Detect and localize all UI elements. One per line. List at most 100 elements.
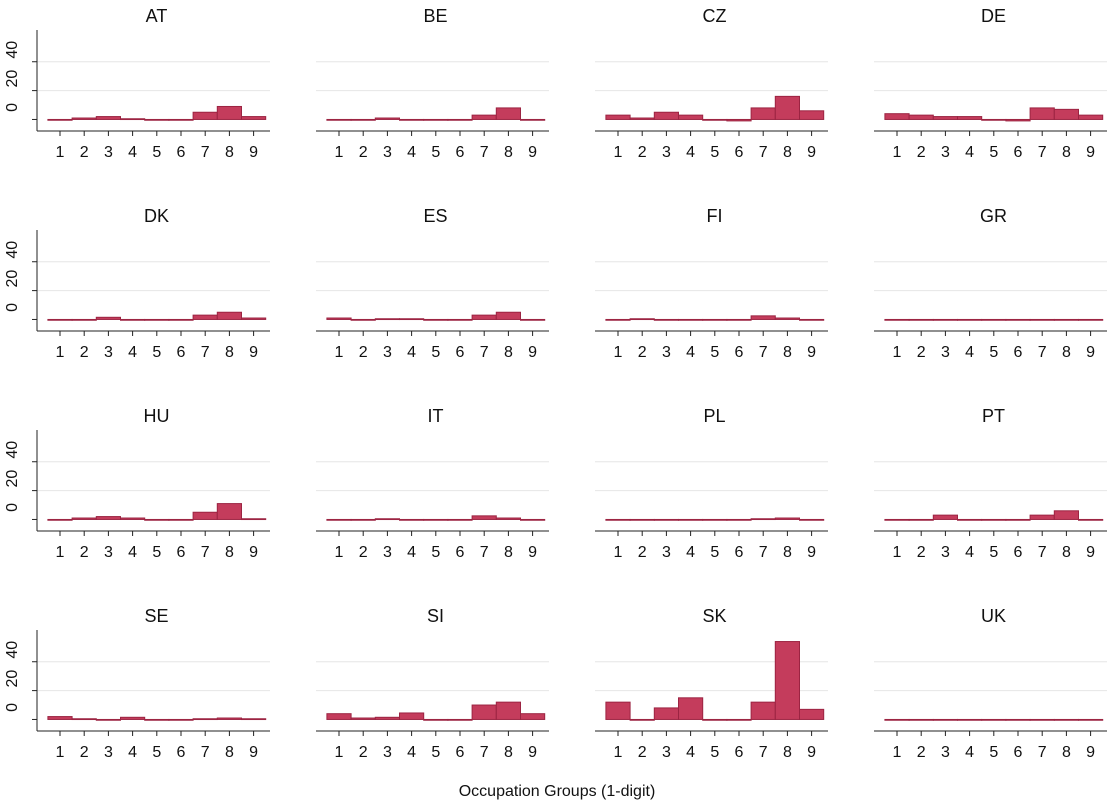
x-tick-label: 5	[989, 744, 998, 761]
y-tick-label: 0	[4, 503, 21, 512]
bar	[932, 116, 958, 120]
y-tick-label: 0	[4, 303, 21, 312]
bar	[192, 314, 218, 320]
bar	[750, 315, 776, 320]
bar	[957, 718, 983, 721]
bar	[1053, 318, 1080, 321]
bar	[1005, 318, 1031, 321]
x-tick-label: 9	[807, 344, 816, 361]
x-tick-label: 7	[759, 144, 768, 161]
bar	[1053, 718, 1080, 721]
x-tick-label: 1	[335, 144, 344, 161]
bar	[605, 318, 631, 321]
x-tick-label: 1	[893, 744, 902, 761]
panel-title: BE	[423, 6, 447, 26]
bar	[47, 518, 73, 521]
bar	[495, 701, 521, 720]
x-tick-label: 9	[528, 744, 537, 761]
x-tick-label: 9	[249, 144, 258, 161]
bar	[629, 117, 655, 120]
x-tick-label: 4	[965, 144, 974, 161]
bar	[957, 318, 983, 321]
x-tick-label: 3	[104, 544, 113, 561]
bar	[774, 641, 800, 720]
x-tick-label: 5	[989, 344, 998, 361]
x-tick-label: 2	[638, 344, 647, 361]
bar	[1029, 514, 1055, 520]
x-tick-label: 1	[614, 144, 623, 161]
bar	[47, 716, 73, 720]
bar	[326, 317, 352, 320]
bar	[653, 518, 679, 521]
x-tick-label: 1	[893, 144, 902, 161]
x-tick-label: 8	[225, 744, 234, 761]
bar	[192, 718, 218, 721]
bar	[702, 118, 728, 121]
x-tick-label: 2	[80, 544, 89, 561]
x-tick-label: 2	[359, 344, 368, 361]
bar	[326, 518, 352, 521]
panel-title: HU	[144, 406, 170, 426]
bar	[216, 105, 243, 120]
x-tick-label: 3	[104, 744, 113, 761]
bar	[908, 518, 934, 521]
bar	[399, 118, 425, 121]
x-tick-label: 2	[80, 744, 89, 761]
bar	[799, 518, 825, 521]
bar	[144, 118, 170, 121]
x-tick-label: 1	[614, 544, 623, 561]
bar	[678, 697, 704, 720]
x-tick-label: 3	[941, 344, 950, 361]
panel-title: SI	[427, 606, 444, 626]
x-tick-label: 8	[1062, 744, 1071, 761]
x-tick-label: 1	[335, 744, 344, 761]
bar	[495, 311, 521, 320]
bar	[144, 518, 170, 521]
bar	[423, 318, 449, 321]
bar	[908, 318, 934, 321]
bar	[350, 118, 376, 121]
y-tick-label: 40	[4, 441, 21, 459]
bar	[47, 318, 73, 321]
bar	[1078, 318, 1104, 321]
x-tick-label: 7	[480, 744, 489, 761]
x-tick-label: 5	[989, 144, 998, 161]
bar	[495, 517, 521, 520]
panel-title: DE	[981, 6, 1006, 26]
bar	[605, 518, 631, 521]
x-tick-label: 5	[152, 544, 161, 561]
x-tick-label: 1	[56, 144, 65, 161]
bar	[471, 114, 497, 120]
x-tick-label: 1	[56, 344, 65, 361]
x-tick-label: 4	[407, 744, 416, 761]
x-tick-label: 8	[225, 344, 234, 361]
bar	[653, 111, 679, 120]
bar	[726, 318, 752, 321]
x-axis-title: Occupation Groups (1-digit)	[459, 783, 656, 800]
bar	[702, 518, 728, 521]
x-tick-label: 7	[1038, 744, 1047, 761]
x-tick-label: 8	[1062, 544, 1071, 561]
x-tick-label: 6	[456, 344, 465, 361]
x-tick-label: 6	[1014, 544, 1023, 561]
x-tick-label: 1	[614, 744, 623, 761]
x-tick-label: 8	[504, 344, 513, 361]
x-tick-label: 2	[917, 144, 926, 161]
bar	[47, 118, 73, 121]
bar	[678, 114, 704, 120]
x-tick-label: 8	[1062, 144, 1071, 161]
x-tick-label: 1	[335, 544, 344, 561]
y-tick-label: 40	[4, 41, 21, 59]
bar	[884, 718, 910, 721]
x-tick-label: 7	[1038, 144, 1047, 161]
bar	[423, 118, 449, 121]
bar	[908, 114, 934, 120]
bar	[981, 118, 1007, 121]
x-tick-label: 8	[783, 544, 792, 561]
x-tick-label: 2	[359, 744, 368, 761]
panel-title: AT	[146, 6, 168, 26]
y-tick-label: 0	[4, 703, 21, 712]
bar	[702, 718, 728, 721]
bar	[350, 518, 376, 521]
